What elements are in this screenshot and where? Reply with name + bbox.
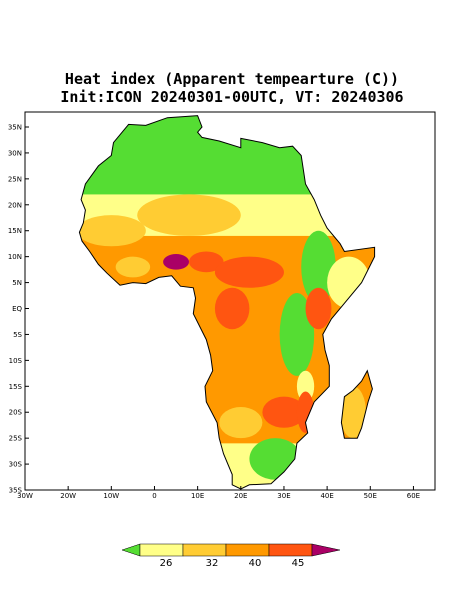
heat-zone [340, 386, 366, 439]
heat-zone [214, 287, 250, 330]
heat-zone [301, 230, 336, 304]
heat-zone [305, 287, 332, 330]
heat-zone [137, 194, 241, 236]
lat-label: 35S [9, 487, 23, 495]
lon-label: 20E [234, 492, 247, 500]
title-line: Init:ICON 20240301-00UTC, VT: 20240306 [60, 88, 403, 106]
lon-label: 10W [103, 492, 119, 500]
colorbar-label: 40 [249, 558, 262, 569]
lon-label: 20W [60, 492, 76, 500]
lon-label: 10E [191, 492, 204, 500]
lat-label: 20S [9, 409, 23, 417]
heat-zone [79, 215, 146, 247]
lat-label: 5S [13, 331, 22, 339]
lat-label: 30S [9, 461, 23, 469]
heat-zone [189, 251, 224, 273]
map-frame [24, 111, 436, 491]
lon-label: 50E [364, 492, 377, 500]
lat-label: 25S [9, 435, 23, 443]
lat-label: 10N [8, 253, 22, 261]
lat-label: 30N [8, 149, 22, 157]
lat-label: 35N [8, 124, 22, 132]
lon-label: 40E [320, 492, 333, 500]
lat-label: 25N [8, 175, 22, 183]
heat-zone [219, 407, 263, 439]
lat-label: 5N [12, 279, 22, 287]
colorbar: 26 32 40 45 [121, 543, 341, 569]
heat-zone [296, 370, 315, 402]
lon-label: 0 [152, 492, 156, 500]
coastline [78, 115, 376, 490]
colorbar-label: 45 [292, 558, 305, 569]
heat-zone [296, 391, 315, 433]
lat-label: 20N [8, 201, 22, 209]
lat-label: 10S [9, 357, 23, 365]
heat-zone [279, 292, 315, 376]
heat-zone [249, 438, 302, 480]
lon-label: 60E [407, 492, 420, 500]
lon-label: 30E [277, 492, 290, 500]
heat-zone [163, 254, 190, 270]
heat-zone [327, 256, 371, 309]
heat-zone [79, 115, 375, 205]
lat-label: 15N [8, 227, 22, 235]
colorbar-label: 26 [160, 558, 173, 569]
title-line: Heat index (Apparent tempearture (C)) [65, 70, 399, 88]
lat-label: EQ [12, 305, 22, 313]
heat-zone [79, 443, 375, 489]
heat-zone [115, 256, 151, 278]
heat-zone [214, 256, 284, 288]
lon-label: 30W [17, 492, 33, 500]
heat-field [79, 115, 375, 489]
colorbar-label: 32 [206, 558, 219, 569]
heat-zone [262, 396, 306, 428]
lat-label: 15S [9, 383, 23, 391]
